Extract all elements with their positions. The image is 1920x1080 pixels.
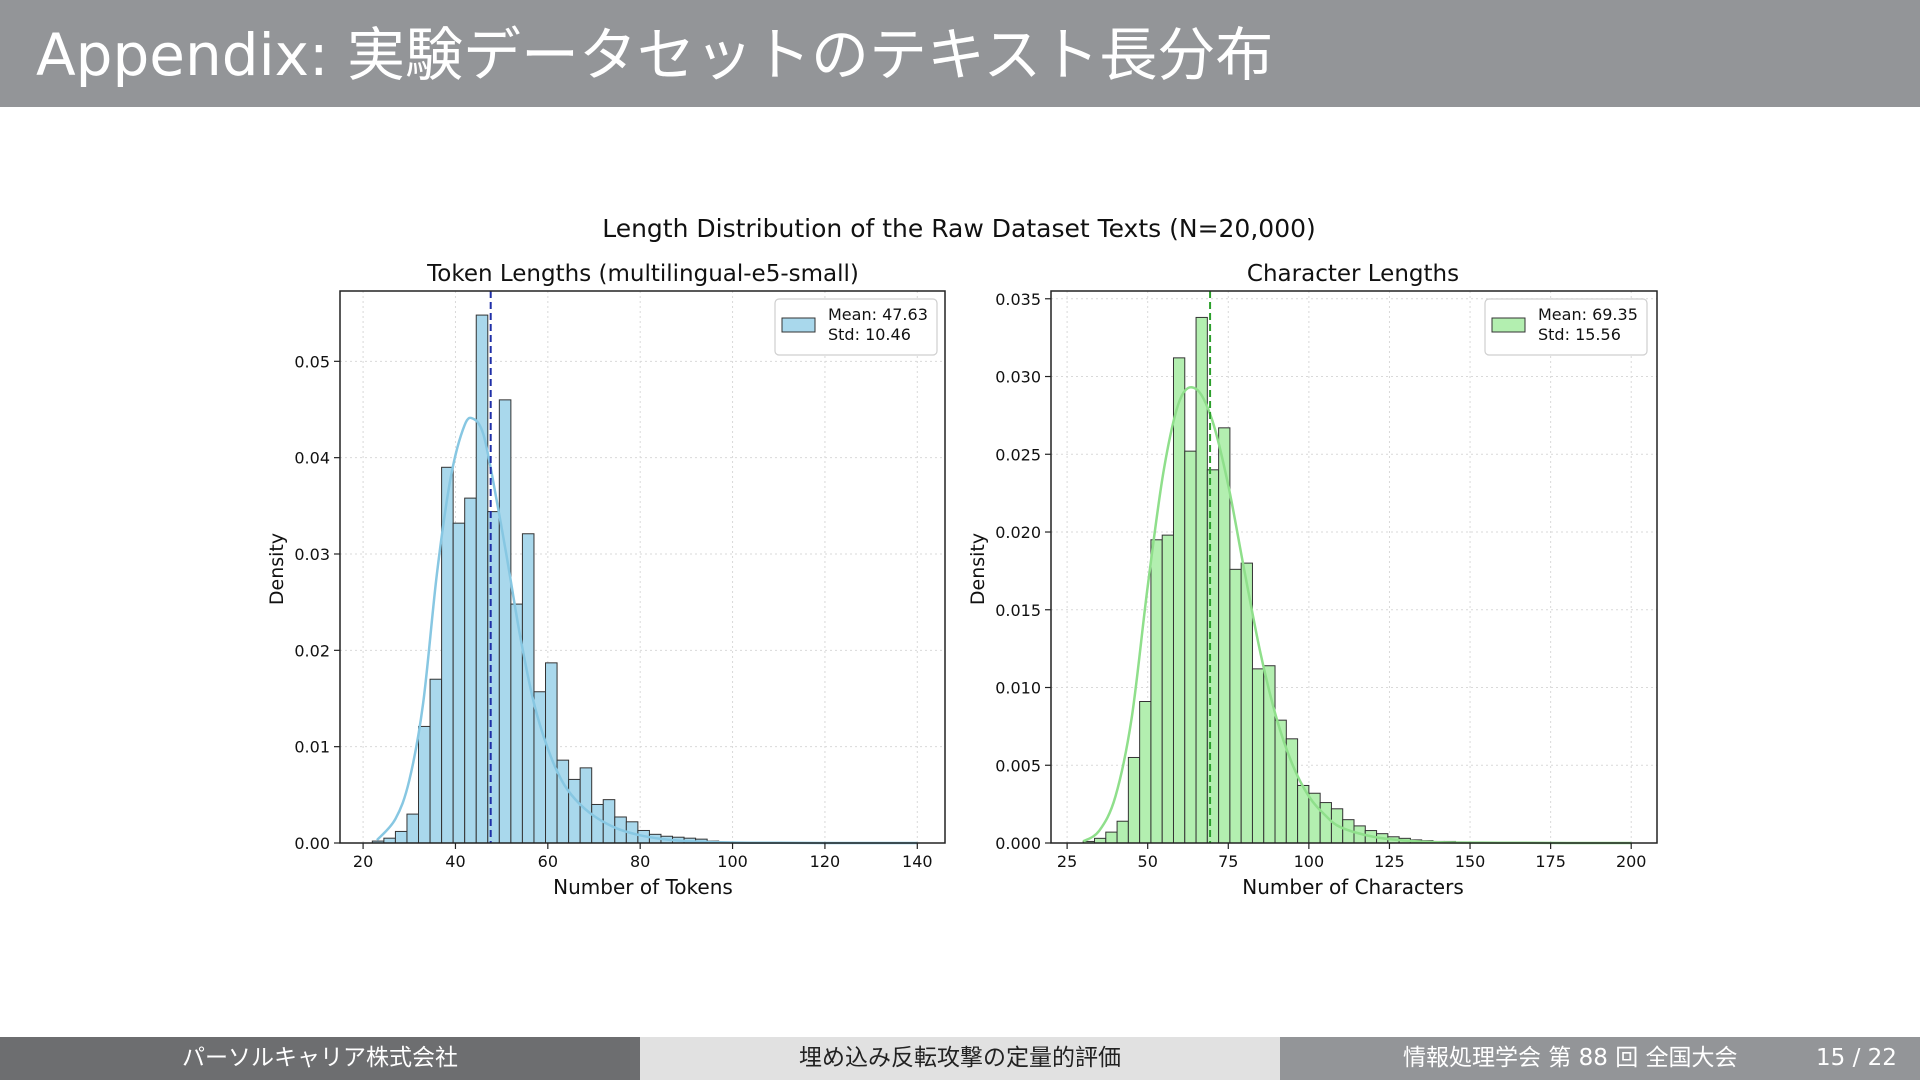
char-panel-title: Character Lengths	[1247, 261, 1459, 287]
char-x-ticks: 25 50 75 100 125 150 175 200	[1057, 843, 1647, 871]
token-histogram-bar	[475, 314, 489, 844]
footer-topic: 埋め込み反転攻撃の定量的評価	[640, 1037, 1280, 1080]
char-histogram-bar	[1139, 701, 1152, 844]
char-axes-frame	[1050, 290, 1658, 844]
token-legend-swatch	[781, 317, 816, 333]
char-histogram-bar	[1184, 450, 1197, 844]
token-histogram-bar	[591, 803, 604, 844]
char-histogram-bar	[1206, 469, 1220, 844]
slide-title: Appendix: 実験データセットのテキスト長分布	[36, 21, 1274, 89]
title-bar: Appendix: 実験データセットのテキスト長分布	[0, 0, 1920, 107]
footer-bar: パーソルキャリア株式会社 埋め込み反転攻撃の定量的評価 情報処理学会 第 88 …	[0, 1037, 1920, 1080]
token-y-tick-label: 0.03	[294, 545, 330, 564]
char-y-ticks: 0.000 0.005 0.010 0.015 0.020 0.025 0.030 0.035	[995, 290, 1051, 853]
footer-conference: 情報処理学会 第 88 回 全国大会	[1403, 1045, 1738, 1071]
token-x-tick-label: 20	[353, 852, 373, 871]
char-x-axis-label: Number of Characters	[1242, 875, 1464, 899]
char-kde-curve	[1082, 386, 1632, 845]
token-x-tick-label: 80	[630, 852, 650, 871]
char-y-tick-label: 0.000	[995, 834, 1041, 853]
token-legend: Mean: 47.63 Std: 10.46	[774, 298, 938, 356]
char-y-tick-label: 0.025	[995, 445, 1041, 464]
token-y-ticks: 0.00 0.01 0.02 0.03 0.04 0.05	[294, 352, 340, 853]
histogram-figure: Length Distribution of the Raw Dataset T…	[266, 214, 1658, 899]
token-y-tick-label: 0.05	[294, 352, 330, 371]
char-histogram-bar	[1105, 831, 1118, 844]
token-grid	[340, 291, 945, 844]
char-x-tick-label: 75	[1218, 852, 1238, 871]
char-histogram-bar	[1172, 357, 1186, 844]
figure-suptitle: Length Distribution of the Raw Dataset T…	[602, 214, 1316, 243]
token-x-tick-label: 120	[810, 852, 841, 871]
char-x-tick-label: 50	[1138, 852, 1158, 871]
footer-company: パーソルキャリア株式会社	[0, 1037, 640, 1080]
page-number: 15 / 22	[1816, 1045, 1897, 1071]
token-panel-title: Token Lengths (multilingual-e5-small)	[426, 261, 859, 287]
char-histogram-bar	[1251, 668, 1265, 844]
char-legend-std: Std: 15.56	[1538, 325, 1621, 344]
token-kde-curve	[376, 416, 918, 845]
token-histogram-bar	[568, 778, 581, 844]
token-x-ticks: 20 40 60 80 100 120 140	[353, 843, 933, 871]
token-histogram-bar	[418, 725, 431, 844]
char-y-axis-label: Density	[967, 533, 989, 605]
token-histogram-bar	[429, 678, 443, 844]
token-legend-box	[774, 298, 938, 356]
char-y-tick-label: 0.030	[995, 368, 1041, 387]
char-x-tick-label: 200	[1616, 852, 1647, 871]
token-y-tick-label: 0.02	[294, 641, 330, 660]
token-histogram-bar	[394, 830, 408, 844]
token-y-tick-label: 0.01	[294, 738, 330, 757]
char-histogram-bar	[1319, 802, 1332, 844]
char-y-tick-label: 0.010	[995, 679, 1041, 698]
token-histogram-bar	[406, 813, 420, 844]
char-histogram-bar	[1274, 719, 1287, 844]
char-x-tick-label: 100	[1294, 852, 1325, 871]
token-x-tick-label: 140	[902, 852, 933, 871]
char-histogram-bar	[1161, 534, 1174, 844]
character-length-panel: Character Lengths 25 50 75 100 125 150 175 200 …	[967, 261, 1658, 899]
token-histogram-bar	[452, 522, 466, 844]
footer-right: 情報処理学会 第 88 回 全国大会 15 / 22	[1280, 1037, 1920, 1080]
token-y-tick-label: 0.00	[294, 834, 330, 853]
token-y-axis-label: Density	[266, 533, 288, 605]
token-x-axis-label: Number of Tokens	[553, 875, 733, 899]
char-y-tick-label: 0.035	[995, 290, 1041, 309]
token-legend-mean: Mean: 47.63	[828, 305, 928, 324]
token-histogram-bar	[602, 799, 616, 844]
char-x-tick-label: 25	[1057, 852, 1077, 871]
char-histogram-bar	[1127, 756, 1141, 844]
char-x-tick-label: 175	[1535, 852, 1566, 871]
char-legend-box	[1484, 298, 1648, 356]
char-y-tick-label: 0.020	[995, 523, 1041, 542]
token-x-tick-label: 40	[445, 852, 465, 871]
char-legend-mean: Mean: 69.35	[1538, 305, 1638, 324]
char-x-tick-label: 125	[1374, 852, 1405, 871]
char-legend: Mean: 69.35 Std: 15.56	[1484, 298, 1648, 356]
char-histogram-bar	[1150, 539, 1163, 844]
token-histogram-bar	[545, 662, 558, 844]
token-histogram-bar	[521, 533, 535, 844]
token-histogram-bar	[487, 511, 500, 844]
char-y-tick-label: 0.015	[995, 601, 1041, 620]
token-legend-std: Std: 10.46	[828, 325, 911, 344]
token-y-tick-label: 0.04	[294, 449, 330, 468]
token-bars	[371, 314, 777, 844]
char-histogram-bar	[1116, 820, 1129, 844]
token-histogram-bar	[464, 497, 477, 844]
token-histogram-bar	[498, 399, 512, 844]
token-length-panel: Token Lengths (multilingual-e5-small) 20…	[266, 261, 946, 899]
char-histogram-bar	[1229, 568, 1242, 844]
token-axes-frame	[339, 290, 946, 844]
char-y-tick-label: 0.005	[995, 756, 1041, 775]
char-bars	[1082, 316, 1468, 844]
char-x-tick-label: 150	[1455, 852, 1486, 871]
char-legend-swatch	[1491, 317, 1526, 333]
token-x-tick-label: 60	[538, 852, 558, 871]
token-x-tick-label: 100	[717, 852, 748, 871]
